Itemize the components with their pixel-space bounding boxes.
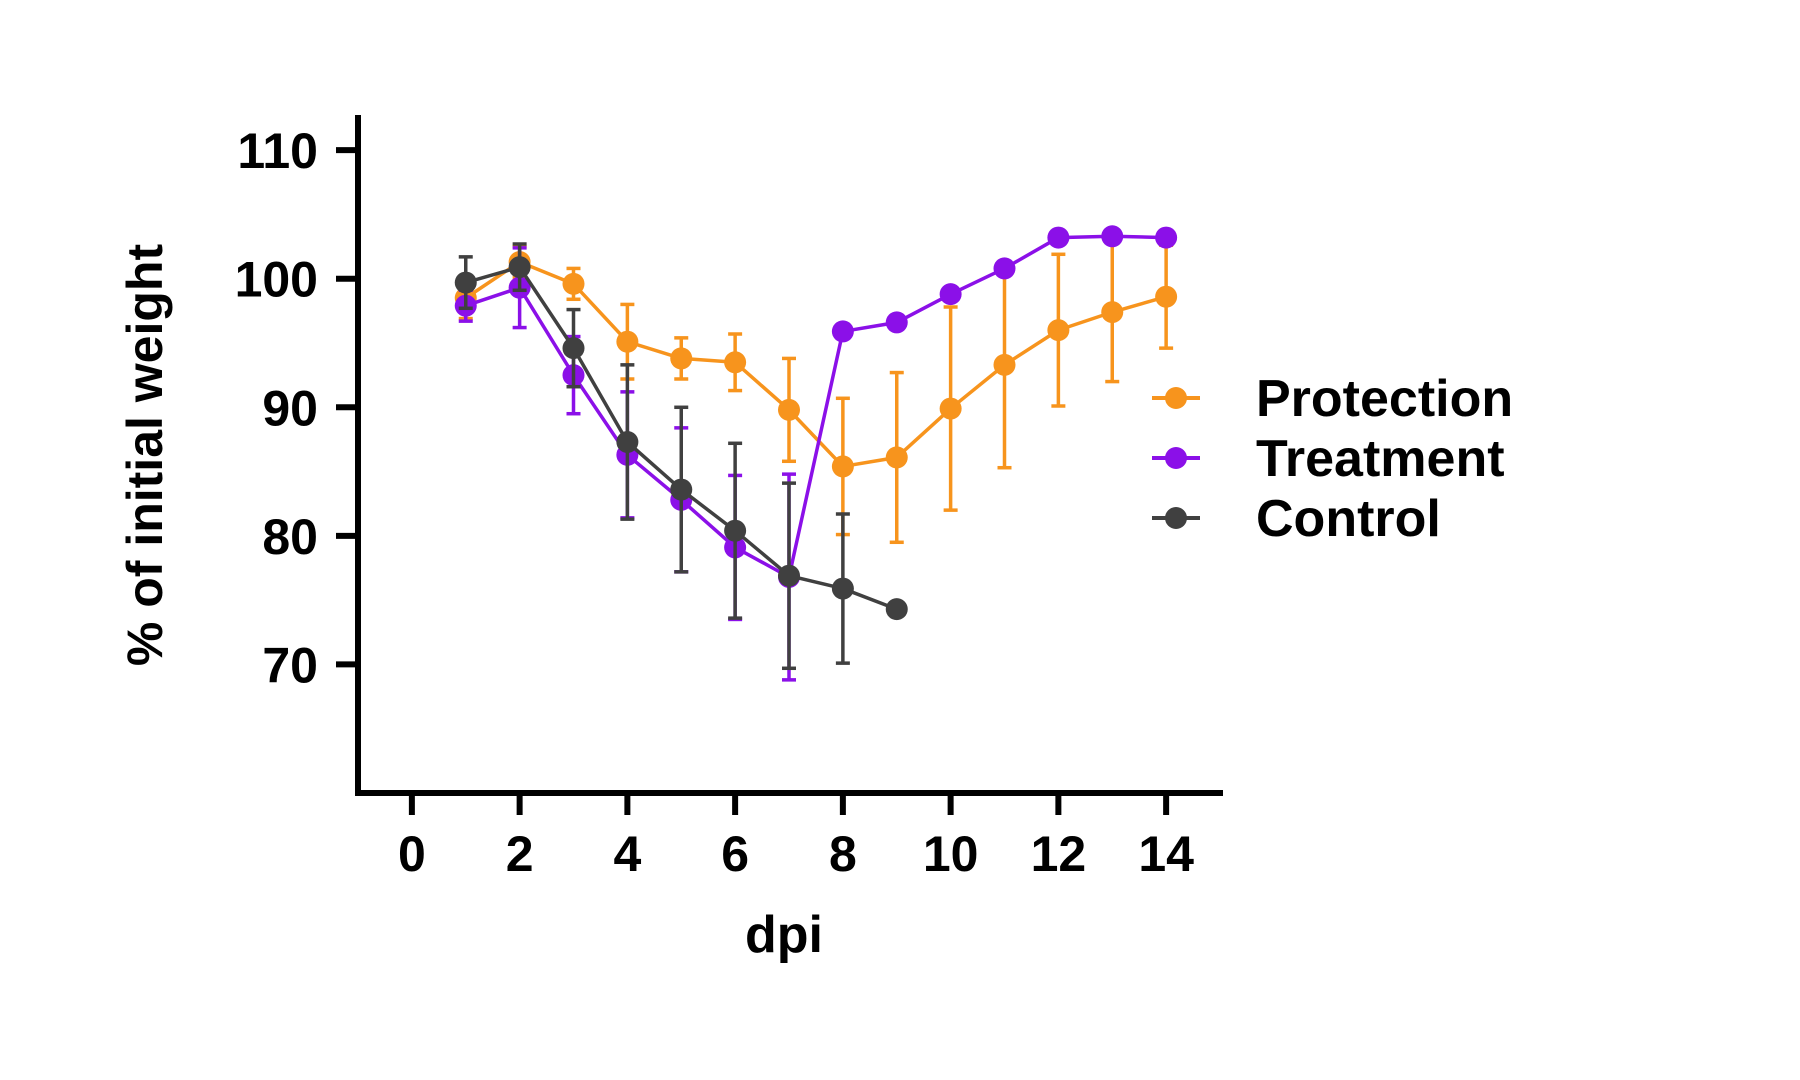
data-point: [993, 257, 1016, 280]
data-point: [831, 320, 854, 343]
data-point: [562, 272, 585, 295]
legend-label: Protection: [1256, 370, 1513, 428]
y-axis-label: % of initial weight: [117, 244, 173, 667]
data-point: [831, 455, 854, 478]
x-tick-label: 6: [721, 826, 749, 882]
data-point: [670, 347, 693, 370]
data-point: [993, 353, 1016, 376]
y-tick-label: 100: [235, 252, 318, 308]
data-point: [1155, 226, 1178, 249]
data-point: [454, 271, 477, 294]
data-point: [1155, 285, 1178, 308]
axes: 0 2 4 6 8 10 12 14 70 80 90 100 110: [235, 115, 1223, 882]
series-treatment: [454, 225, 1178, 682]
series-control: [454, 242, 908, 671]
legend-label: Control: [1256, 490, 1441, 548]
legend-marker: [1165, 507, 1187, 529]
x-tick-label: 4: [613, 826, 641, 882]
data-point: [885, 311, 908, 334]
data-point: [831, 577, 854, 600]
data-point: [778, 564, 800, 587]
legend-marker: [1165, 447, 1187, 469]
data-point: [1047, 226, 1070, 249]
y-tick-label: 90: [262, 380, 318, 436]
data-point: [939, 397, 962, 420]
x-tick-label: 12: [1031, 826, 1087, 882]
data-point: [885, 598, 908, 621]
data-point: [885, 446, 908, 469]
y-tick-label: 110: [237, 123, 318, 179]
data-point: [562, 337, 585, 360]
data-point: [724, 519, 747, 542]
data-point: [1101, 225, 1124, 248]
x-tick-label: 2: [506, 826, 534, 882]
plot-area: [454, 225, 1178, 682]
x-tick-label: 14: [1138, 826, 1194, 882]
series-protection: [454, 240, 1178, 545]
y-tick-label: 80: [262, 509, 318, 565]
x-tick-label: 8: [829, 826, 857, 882]
x-axis-label: dpi: [745, 906, 823, 964]
x-tick-label: 10: [923, 826, 979, 882]
data-point: [778, 398, 800, 421]
data-point: [939, 283, 962, 306]
data-point: [1101, 301, 1124, 324]
data-point: [724, 351, 747, 374]
y-tick-label: 70: [262, 637, 318, 693]
data-point: [616, 330, 639, 353]
data-point: [1047, 319, 1070, 342]
legend-marker: [1165, 387, 1187, 409]
x-tick-label: 0: [398, 826, 426, 882]
data-point: [670, 478, 693, 501]
legend-label: Treatment: [1256, 430, 1505, 488]
data-point: [616, 431, 639, 453]
data-point: [508, 256, 531, 279]
